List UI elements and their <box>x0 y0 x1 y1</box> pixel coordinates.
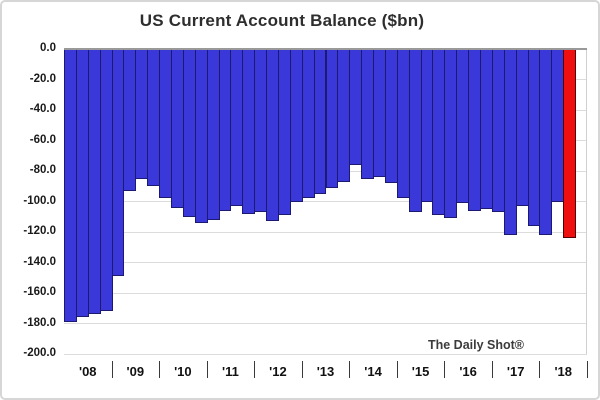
plot-area <box>64 48 587 355</box>
y-tick-label: -120.0 <box>23 225 56 237</box>
y-tick-label: -160.0 <box>23 286 56 298</box>
chart-title: US Current Account Balance ($bn) <box>139 11 425 30</box>
x-tick-label: '08 <box>78 364 97 379</box>
bar-latest-quarter <box>563 49 577 239</box>
y-tick-label: -20.0 <box>29 72 56 85</box>
y-tick-label: -180.0 <box>23 316 56 329</box>
x-tick-label: '09 <box>126 364 145 379</box>
x-tick-separator <box>396 361 398 378</box>
x-tick-separator <box>491 361 493 378</box>
plot-right-spine <box>586 49 587 354</box>
y-tick-label: -40.0 <box>29 103 56 115</box>
y-tick-label: -140.0 <box>23 255 56 268</box>
gridline <box>64 201 587 202</box>
y-tick-label: -200.0 <box>23 347 56 359</box>
x-tick-separator <box>206 361 208 378</box>
gridline <box>64 323 587 324</box>
gridline <box>64 262 587 263</box>
y-tick-label: -100.0 <box>23 194 56 207</box>
x-tick-separator <box>301 361 303 378</box>
x-tick-separator <box>587 361 588 378</box>
y-tick-label: -60.0 <box>29 133 56 146</box>
gridline <box>64 353 587 355</box>
x-tick-separator <box>444 361 446 378</box>
y-tick-label: -80.0 <box>29 164 56 176</box>
x-tick-label: '12 <box>269 364 287 379</box>
x-tick-label: '11 <box>221 364 239 379</box>
x-tick-label: '13 <box>316 364 335 379</box>
gridline <box>64 292 587 294</box>
watermark: The Daily Shot® <box>427 338 524 352</box>
x-tick-separator <box>349 361 351 378</box>
x-tick-separator <box>111 361 113 378</box>
zero-axis-line <box>64 48 587 50</box>
x-tick-label: '16 <box>459 364 477 379</box>
y-tick-label: 0.0 <box>40 42 56 54</box>
x-tick-label: '15 <box>411 364 430 379</box>
x-tick-label: '10 <box>174 364 192 379</box>
x-tick-label: '17 <box>506 364 525 379</box>
gridline <box>64 231 587 233</box>
x-tick-separator <box>254 361 256 378</box>
x-tick-label: '18 <box>554 364 572 379</box>
x-tick-separator <box>159 361 161 378</box>
x-tick-separator <box>539 361 541 378</box>
x-tick-label: '14 <box>364 364 382 379</box>
